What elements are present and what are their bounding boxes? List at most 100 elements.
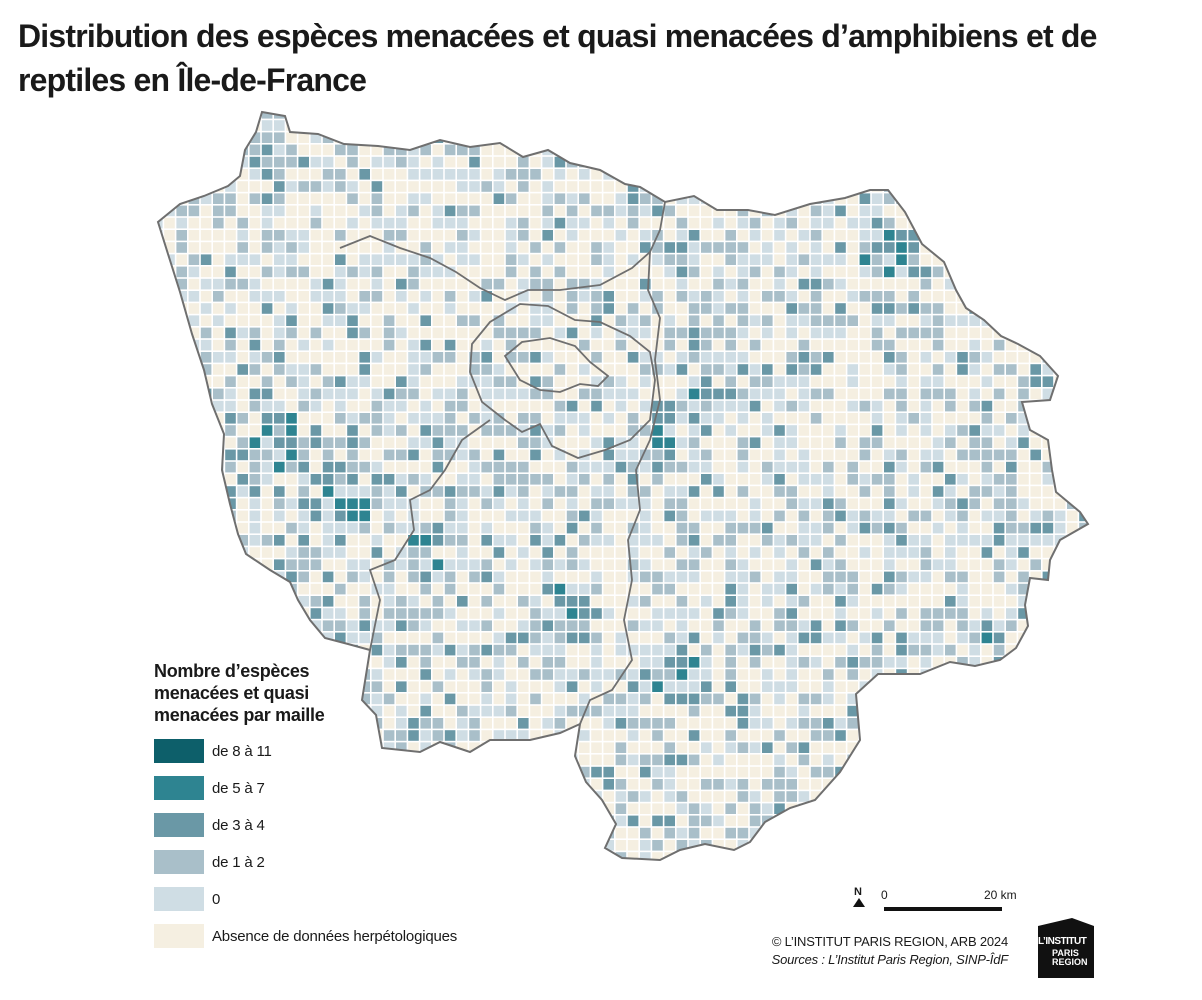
grid-cell (444, 535, 456, 546)
grid-cell (457, 657, 468, 668)
grid-cell (1006, 840, 1017, 851)
grid-cell (957, 266, 968, 278)
scale-line (884, 907, 1002, 911)
grid-cell (1067, 156, 1078, 168)
grid-cell (505, 425, 517, 436)
grid-cell (737, 449, 749, 461)
grid-cell (444, 266, 456, 278)
grid-cell (640, 437, 651, 448)
grid-cell (188, 254, 200, 265)
grid-cell (420, 181, 431, 192)
grid-cell (762, 510, 773, 522)
grid-cell (1079, 339, 1088, 351)
grid-cell (615, 681, 627, 692)
legend-swatch (154, 924, 204, 948)
grid-cell (518, 693, 529, 705)
grid-cell (652, 693, 663, 705)
grid-cell (457, 413, 468, 424)
grid-cell (896, 547, 907, 558)
grid-cell (591, 217, 602, 229)
grid-cell (713, 437, 724, 448)
grid-cell (566, 413, 578, 424)
grid-cell (469, 303, 480, 314)
grid-cell (920, 278, 932, 290)
grid-cell (810, 461, 822, 473)
grid-cell (1006, 388, 1017, 400)
grid-cell (1030, 535, 1041, 546)
grid-cell (713, 120, 724, 131)
grid-cell (847, 644, 858, 656)
grid-cell (615, 278, 627, 290)
grid-cell (725, 486, 736, 497)
grid-cell (371, 303, 383, 314)
grid-cell (725, 559, 736, 570)
grid-cell (213, 120, 224, 131)
grid-cell (481, 705, 492, 717)
grid-cell (188, 242, 200, 253)
grid-cell (701, 230, 712, 241)
grid-cell (457, 339, 468, 351)
grid-cell (591, 254, 602, 265)
grid-cell (847, 583, 858, 595)
grid-cell (823, 510, 834, 522)
grid-cell (164, 583, 175, 595)
grid-cell (188, 571, 200, 583)
grid-cell (396, 657, 407, 668)
grid-cell (200, 571, 212, 583)
grid-cell (774, 547, 785, 558)
grid-cell (1030, 230, 1041, 241)
boundary-seine-et-marne-west (579, 251, 661, 725)
grid-cell (676, 230, 688, 241)
grid-cell (713, 327, 724, 339)
grid-cell (945, 400, 956, 412)
grid-cell (688, 193, 700, 204)
grid-cell (213, 266, 224, 278)
grid-cell (542, 291, 553, 302)
grid-cell (518, 852, 529, 860)
grid-cell (664, 608, 675, 619)
grid-cell (554, 364, 566, 375)
grid-cell (749, 339, 761, 351)
grid-cell (274, 510, 285, 522)
grid-cell (1091, 462, 1102, 473)
grid-cell (713, 230, 724, 241)
grid-cell (823, 315, 834, 326)
grid-cell (383, 657, 395, 668)
grid-cell (225, 608, 236, 619)
grid-cell (457, 193, 468, 204)
grid-cell (457, 608, 468, 619)
grid-cell (1091, 218, 1102, 229)
grid-cell (542, 522, 553, 534)
grid-cell (237, 193, 248, 204)
grid-cell (676, 364, 688, 375)
grid-cell (688, 376, 700, 387)
grid-cell (396, 217, 407, 229)
grid-cell (335, 112, 346, 119)
grid-cell (1018, 840, 1029, 851)
scale-start-label: 0 (881, 888, 888, 902)
grid-cell (1006, 193, 1017, 204)
grid-cell (505, 120, 517, 131)
grid-cell (725, 315, 736, 326)
grid-cell (310, 278, 322, 290)
grid-cell (286, 217, 297, 229)
grid-cell (566, 400, 578, 412)
grid-cell (261, 132, 273, 143)
grid-cell (432, 535, 444, 546)
grid-cell (505, 486, 517, 497)
grid-cell (408, 278, 419, 290)
grid-cell (615, 112, 627, 119)
grid-cell (188, 425, 200, 436)
grid-cell (835, 852, 846, 860)
grid-cell (1054, 596, 1066, 607)
grid-cell (859, 498, 871, 509)
grid-cell (908, 266, 919, 278)
grid-cell (957, 730, 968, 741)
grid-cell (457, 474, 468, 485)
grid-cell (1018, 803, 1029, 814)
grid-cell (981, 388, 993, 400)
grid-cell (579, 120, 590, 131)
grid-cell (945, 205, 956, 217)
grid-cell (688, 449, 700, 461)
grid-cell (310, 339, 322, 351)
